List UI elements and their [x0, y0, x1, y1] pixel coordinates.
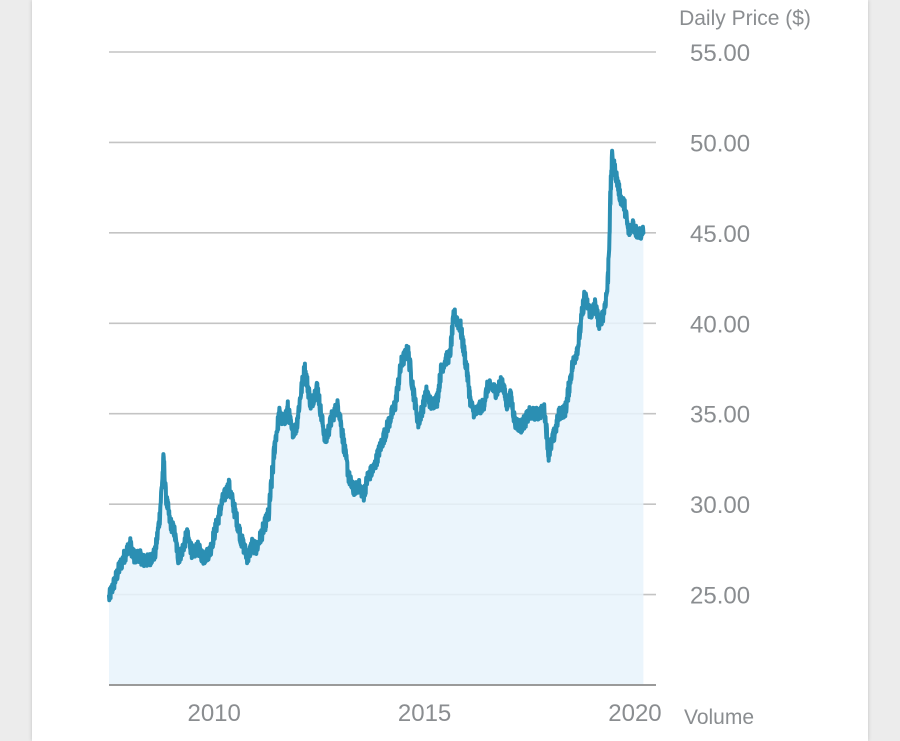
price-series-line — [107, 148, 646, 603]
volume-label: Volume — [684, 706, 754, 729]
y-tick-label: 35.00 — [690, 402, 750, 429]
y-tick-label: 25.00 — [690, 583, 750, 610]
y-axis-title: Daily Price ($) — [679, 7, 811, 30]
x-tick-label: 2020 — [608, 700, 661, 727]
y-tick-label: 50.00 — [690, 130, 750, 157]
y-tick-label: 40.00 — [690, 311, 750, 338]
y-tick-label: 55.00 — [690, 40, 750, 67]
y-tick-label: 45.00 — [690, 221, 750, 248]
x-tick-label: 2015 — [398, 700, 451, 727]
chart-card: 55.00 50.00 45.00 40.00 35.00 30.00 25.00 2010… — [32, 0, 868, 741]
x-tick-label: 2010 — [187, 700, 240, 727]
y-tick-labels: 55.00 50.00 45.00 40.00 35.00 30.00 25.00 — [690, 40, 750, 610]
y-tick-label: 30.00 — [690, 492, 750, 519]
price-chart: 55.00 50.00 45.00 40.00 35.00 30.00 25.00 2010… — [107, 7, 811, 729]
x-tick-labels: 2010 2015 2020 — [187, 700, 661, 727]
